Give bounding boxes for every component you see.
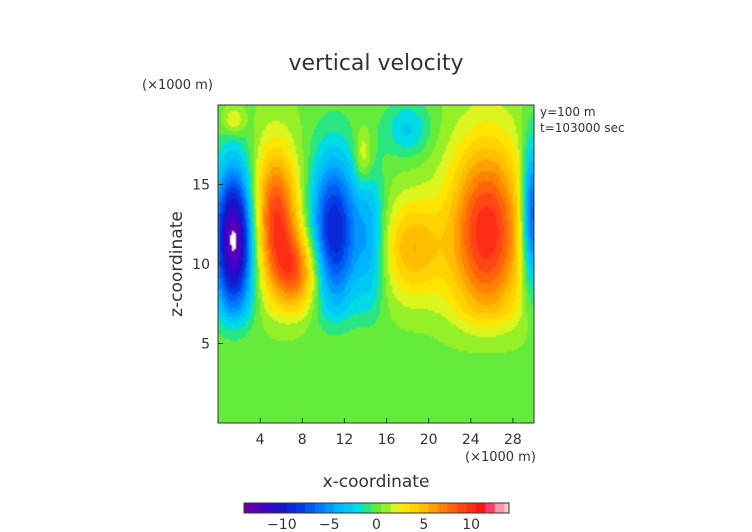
colorbar-tick-labels: −10 −5 0 5 10	[267, 517, 480, 532]
colorbar-segment	[504, 503, 510, 513]
colorbar-segment	[319, 503, 325, 513]
colorbar-segment	[262, 503, 268, 513]
colorbar-segment	[480, 503, 486, 513]
colorbar-segment	[390, 503, 396, 513]
colorbar-segment	[381, 503, 387, 513]
colorbar-segment	[348, 503, 354, 513]
colorbar-segment	[343, 503, 349, 513]
colorbar-tick-label: −5	[319, 517, 340, 532]
colorbar	[243, 502, 510, 514]
colorbar-segment	[310, 503, 316, 513]
colorbar-segment	[291, 503, 297, 513]
colorbar-segment	[338, 503, 344, 513]
colorbar-segment	[376, 503, 382, 513]
y-tick-label: 15	[192, 178, 210, 194]
colorbar-segment	[371, 503, 377, 513]
colorbar-segment	[442, 503, 448, 513]
x-unit-label: (×1000 m)	[465, 450, 536, 465]
colorbar-segment	[362, 503, 368, 513]
colorbar-segment	[272, 503, 278, 513]
colorbar-segment	[404, 503, 410, 513]
velocity-field	[218, 105, 534, 423]
colorbar-segment	[244, 503, 250, 513]
colorbar-segment	[248, 503, 254, 513]
y-tick-label: 5	[201, 337, 210, 353]
colorbar-segment	[385, 503, 391, 513]
heatmap-plot-area	[217, 104, 535, 424]
colorbar-segment	[452, 503, 458, 513]
x-axis-label: x-coordinate	[323, 472, 430, 492]
x-tick-label: 12	[335, 432, 353, 448]
chart-title: vertical velocity	[288, 51, 463, 76]
colorbar-tick-label: 0	[372, 517, 381, 532]
colorbar-segment	[352, 503, 358, 513]
colorbar-segment	[409, 503, 415, 513]
colorbar-segment	[277, 503, 283, 513]
x-tick-label: 16	[378, 432, 396, 448]
x-tick-label: 8	[298, 432, 307, 448]
y-unit-label: (×1000 m)	[142, 78, 213, 93]
colorbar-segment	[494, 503, 500, 513]
colorbar-segment	[490, 503, 496, 513]
colorbar-tick-label: 10	[462, 517, 480, 532]
colorbar-segment	[499, 503, 505, 513]
colorbar-segment	[395, 503, 401, 513]
y-tick-label: 10	[192, 257, 210, 273]
colorbar-segment	[333, 503, 339, 513]
x-tick-label: 28	[504, 432, 522, 448]
y-axis-label: z-coordinate	[167, 211, 187, 317]
x-tick-label: 20	[420, 432, 438, 448]
colorbar-segment	[329, 503, 335, 513]
colorbar-tick-label: 5	[419, 517, 428, 532]
colorbar-segment	[433, 503, 439, 513]
colorbar-segment	[281, 503, 287, 513]
x-axis-ticks: 4 8 12 16 20 24 28	[256, 418, 522, 448]
colorbar-segment	[296, 503, 302, 513]
colorbar-segment	[456, 503, 462, 513]
colorbar-segment	[475, 503, 481, 513]
colorbar-frame	[243, 502, 510, 514]
y-axis-ticks: 5 10 15	[192, 178, 223, 353]
colorbar-segment	[428, 503, 434, 513]
colorbar-segment	[367, 503, 373, 513]
colorbar-segment	[324, 503, 330, 513]
colorbar-segment	[423, 503, 429, 513]
x-tick-label: 4	[256, 432, 265, 448]
colorbar-segment	[438, 503, 444, 513]
colorbar-segment	[471, 503, 477, 513]
colorbar-segment	[300, 503, 306, 513]
annotation-time: t=103000 sec	[540, 121, 625, 135]
colorbar-segment	[461, 503, 467, 513]
colorbar-tick-label: −10	[267, 517, 297, 532]
colorbar-segment	[400, 503, 406, 513]
colorbar-segment	[258, 503, 264, 513]
annotation-y: y=100 m	[540, 105, 596, 119]
colorbar-segment	[267, 503, 273, 513]
colorbar-segment	[414, 503, 420, 513]
colorbar-segment	[357, 503, 363, 513]
colorbar-segment	[485, 503, 491, 513]
colorbar-segment	[447, 503, 453, 513]
colorbar-segment	[419, 503, 425, 513]
colorbar-segment	[253, 503, 259, 513]
colorbar-segment	[466, 503, 472, 513]
x-tick-label: 24	[462, 432, 480, 448]
colorbar-segment	[314, 503, 321, 513]
colorbar-segment	[286, 503, 292, 513]
colorbar-segment	[305, 503, 311, 513]
